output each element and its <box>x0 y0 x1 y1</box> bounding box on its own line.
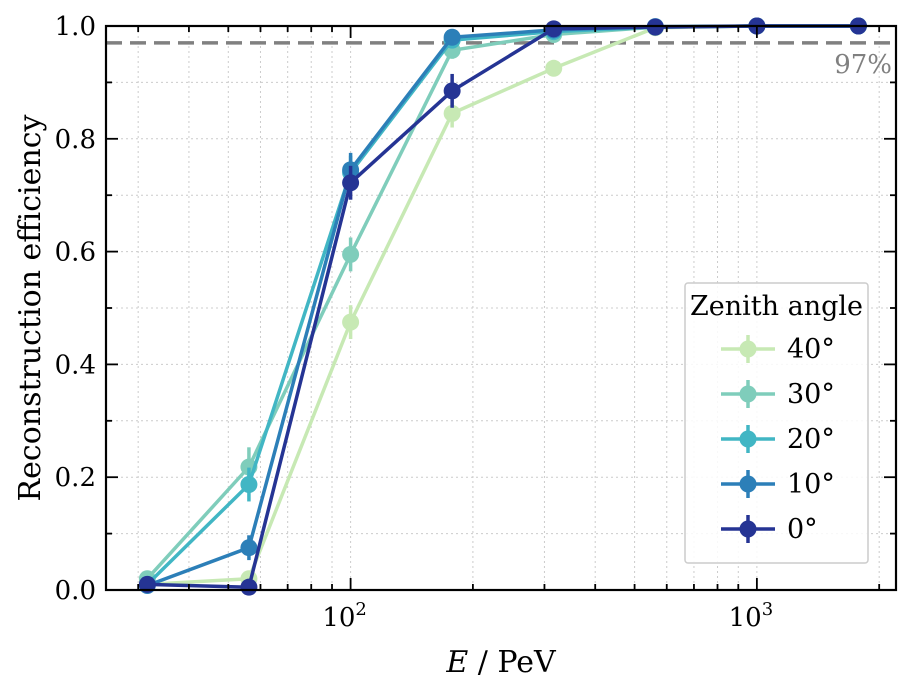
legend-label: 20° <box>787 424 835 455</box>
x-axis-unit: / PeV <box>468 645 557 680</box>
data-point <box>240 539 258 557</box>
legend-marker <box>739 340 757 358</box>
legend-item: 20° <box>721 424 835 455</box>
legend-item: 10° <box>721 469 835 500</box>
data-point <box>240 578 258 596</box>
legend-label: 10° <box>787 469 835 500</box>
data-point <box>342 245 360 263</box>
data-point <box>342 313 360 331</box>
y-tick-label: 0.2 <box>55 463 96 493</box>
data-point <box>443 104 461 122</box>
legend-item: 0° <box>721 514 818 545</box>
y-tick-label: 0.6 <box>55 238 96 268</box>
data-point <box>545 20 563 38</box>
y-tick-label: 0.0 <box>55 576 96 606</box>
data-point <box>240 476 258 494</box>
y-tick-label: 1.0 <box>55 12 96 42</box>
data-point <box>443 82 461 100</box>
legend-item: 40° <box>721 334 835 365</box>
reference-line-label: 97% <box>834 50 892 80</box>
legend-marker <box>739 385 757 403</box>
y-axis-title: Reconstruction efficiency <box>13 115 48 502</box>
data-point <box>342 174 360 192</box>
data-point <box>545 59 563 77</box>
legend-label: 30° <box>787 379 835 410</box>
x-tick-base: 10 <box>729 603 762 633</box>
data-point <box>443 28 461 46</box>
x-tick-label: 103 <box>729 599 774 633</box>
x-tick-base: 10 <box>322 603 355 633</box>
x-tick-label: 102 <box>322 599 367 633</box>
y-tick-label: 0.4 <box>55 350 96 380</box>
y-tick-label: 0.8 <box>55 125 96 155</box>
legend-marker <box>739 430 757 448</box>
x-tick-exponent: 3 <box>762 599 773 620</box>
data-point <box>138 575 156 593</box>
legend-items: 40° 30° 20° 10° 0° <box>721 334 835 545</box>
x-axis-title: E / PeV <box>445 645 557 680</box>
x-axis-variable: E <box>445 645 468 680</box>
legend-marker <box>739 520 757 538</box>
legend-box <box>684 282 869 564</box>
axis-ticks <box>106 25 896 591</box>
legend: Zenith angle 40° 30° 20° 10° 0° <box>684 282 869 564</box>
legend-label: 0° <box>787 514 818 545</box>
legend-item: 30° <box>721 379 835 410</box>
legend-marker <box>739 475 757 493</box>
legend-label: 40° <box>787 334 835 365</box>
x-tick-exponent: 2 <box>355 599 366 620</box>
legend-title: Zenith angle <box>690 291 863 322</box>
data-point <box>646 18 664 36</box>
